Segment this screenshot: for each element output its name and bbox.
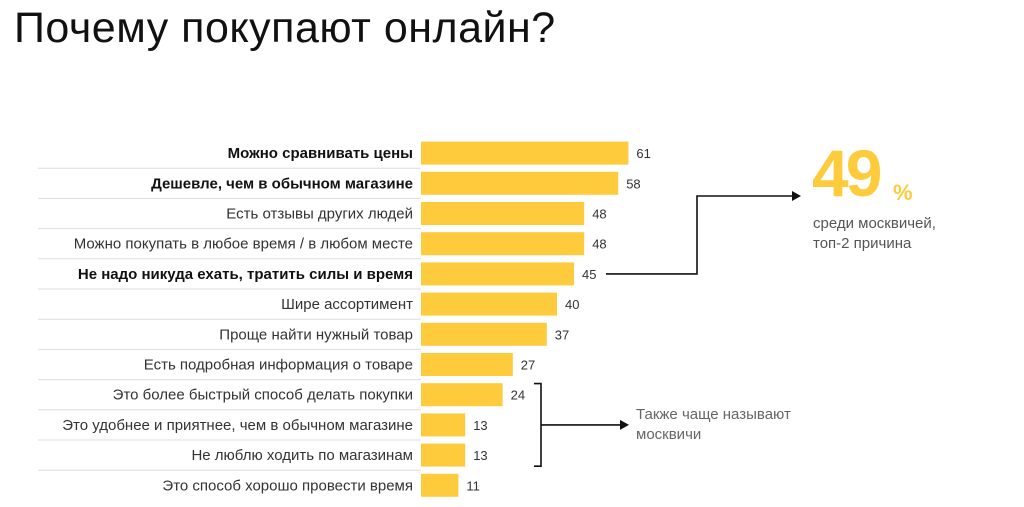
moscow-stat-unit: % xyxy=(893,180,913,205)
category-label: Шире ассортимент xyxy=(281,296,413,313)
value-label: 13 xyxy=(473,418,487,433)
bracket-arrowhead xyxy=(620,419,629,430)
bar xyxy=(421,473,459,497)
category-label: Можно покупать в любое время / в любом м… xyxy=(74,236,413,253)
category-label: Это удобнее и приятнее, чем в обычном ма… xyxy=(62,417,413,434)
category-label: Есть подробная информация о товаре xyxy=(144,357,413,374)
category-label: Не надо никуда ехать, тратить силы и вре… xyxy=(78,266,413,283)
value-label: 37 xyxy=(555,327,569,342)
bar xyxy=(421,171,619,195)
value-label: 24 xyxy=(511,388,525,403)
category-label: Можно сравнивать цены xyxy=(228,145,413,162)
bar xyxy=(421,141,629,165)
bar xyxy=(421,413,466,437)
category-label: Не люблю ходить по магазинам xyxy=(191,447,413,464)
bar xyxy=(421,232,585,256)
value-label: 58 xyxy=(626,176,640,191)
category-label: Есть отзывы других людей xyxy=(226,206,413,223)
category-label: Это способ хорошо провести время xyxy=(162,477,413,494)
moscow-also-note: Также чаще называют москвичи xyxy=(636,406,791,443)
bar xyxy=(421,202,585,225)
bar xyxy=(421,322,547,346)
value-label: 11 xyxy=(466,478,480,493)
value-label: 13 xyxy=(473,448,487,463)
bar xyxy=(421,262,574,286)
moscow-stat-value: 49 xyxy=(812,136,882,210)
bar xyxy=(421,353,513,376)
value-label: 40 xyxy=(565,297,579,312)
value-label: 45 xyxy=(582,267,596,282)
connector-line xyxy=(606,195,792,275)
group-bracket xyxy=(534,382,542,468)
value-label: 61 xyxy=(636,146,650,161)
bar xyxy=(421,383,503,407)
bar xyxy=(421,292,557,316)
category-label: Проще найти нужный товар xyxy=(219,326,413,343)
category-label: Дешевле, чем в обычном магазине xyxy=(151,175,413,192)
value-label: 48 xyxy=(592,237,606,252)
moscow-stat-caption: среди москвичей, топ-2 причина xyxy=(813,215,936,252)
value-label: 27 xyxy=(521,358,535,373)
connector-arrowhead xyxy=(792,191,801,201)
bar xyxy=(421,443,466,467)
value-label: 48 xyxy=(592,207,606,222)
page-title: Почему покупают онлайн? xyxy=(14,4,556,52)
category-label: Это более быстрый способ делать покупки xyxy=(113,387,413,404)
